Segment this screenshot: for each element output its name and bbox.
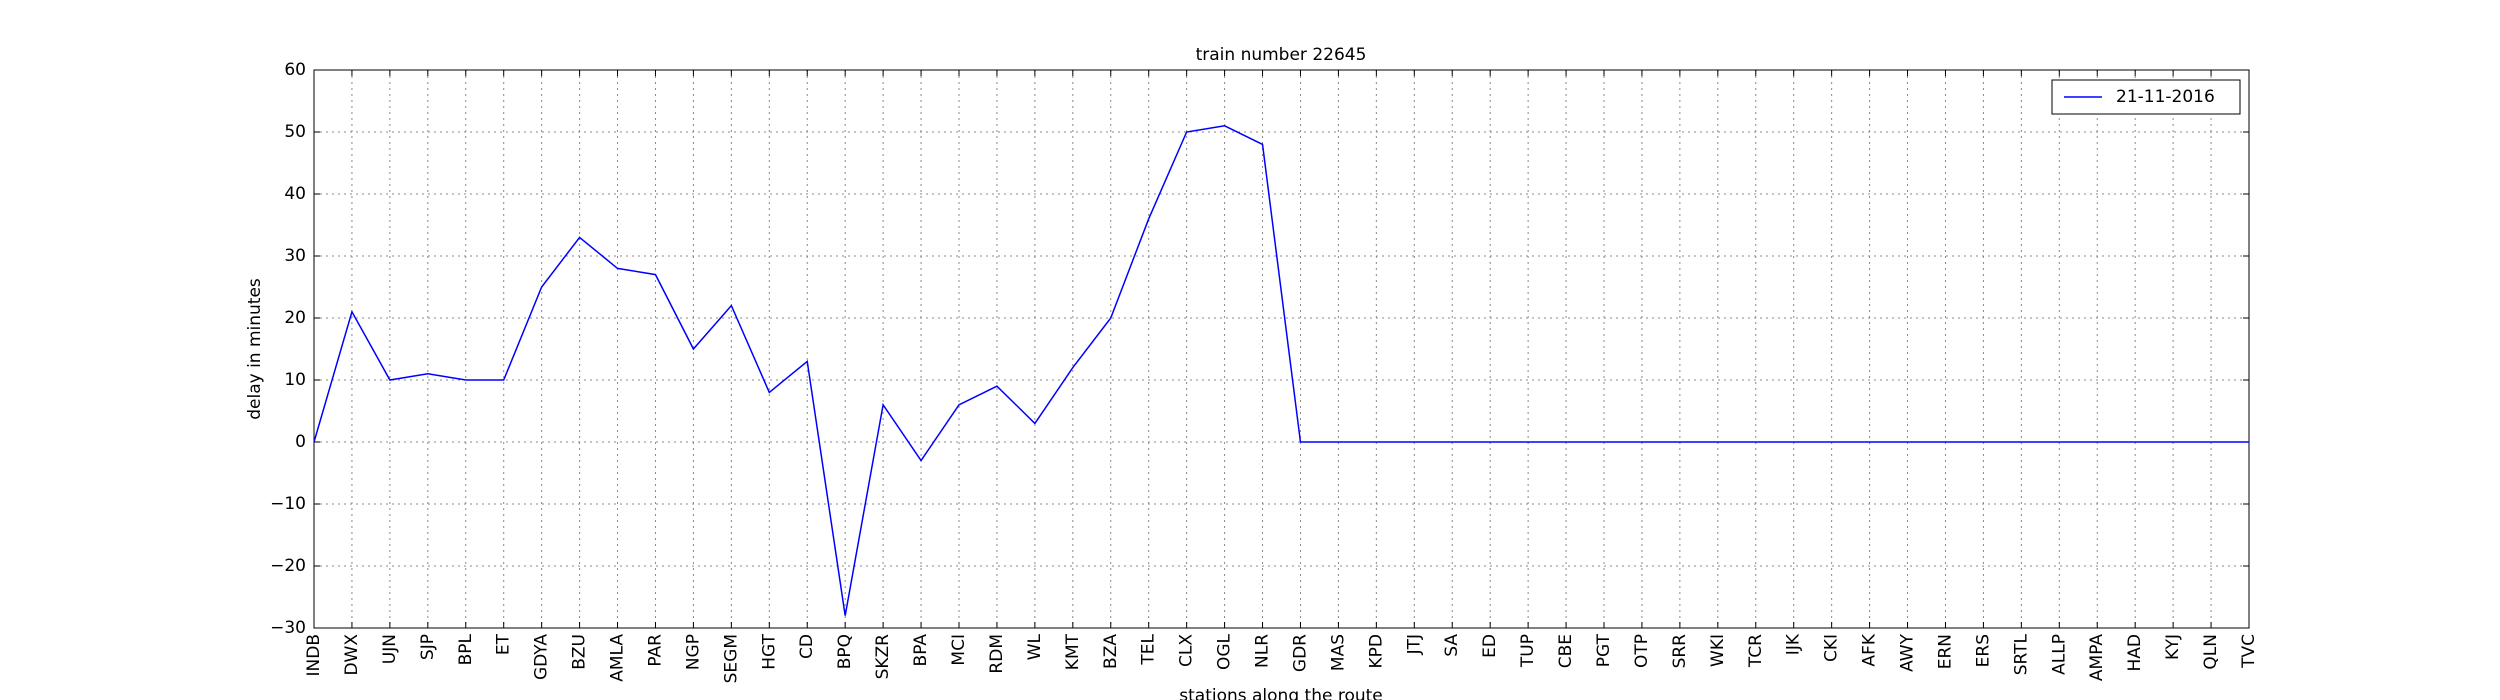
y-tick-label: 10 — [284, 370, 306, 390]
y-tick-label: 60 — [284, 60, 306, 80]
x-tick-label: TCR — [1746, 634, 1766, 668]
x-tick-label: BZA — [1101, 634, 1121, 669]
x-tick-label: CBE — [1556, 634, 1576, 668]
x-tick-label: ED — [1480, 634, 1500, 658]
y-axis-label: delay in minutes — [245, 278, 265, 420]
x-tick-label: JTJ — [1404, 634, 1424, 655]
x-tick-label: OGL — [1215, 633, 1235, 670]
x-tick-label: GDR — [1290, 634, 1310, 672]
x-tick-label: MAS — [1328, 634, 1348, 671]
x-tick-label: CKI — [1822, 634, 1842, 662]
x-tick-label: AFK — [1860, 633, 1880, 666]
data-line — [313, 125, 2249, 616]
x-tick-label: ERS — [1973, 634, 1993, 667]
y-tick-label: 40 — [284, 184, 306, 204]
x-tick-label: AWY — [1898, 633, 1918, 672]
x-tick-label: WKI — [1708, 634, 1728, 667]
x-tick-label: SRR — [1670, 634, 1690, 669]
x-tick-label: MCI — [949, 634, 969, 666]
x-tick-label: ERN — [1935, 634, 1955, 669]
x-tick-label: TVC — [2239, 634, 2259, 669]
x-tick-label: OTP — [1632, 634, 1652, 668]
x-tick-label: GDYA — [532, 634, 552, 680]
x-tick-label: UJN — [380, 634, 400, 664]
y-tick-label: −30 — [270, 618, 306, 638]
x-tick-label: CLX — [1177, 634, 1197, 667]
x-tick-label: AMLA — [608, 634, 628, 682]
x-tick-label: DWX — [342, 634, 362, 676]
x-tick-label: PAR — [645, 634, 665, 667]
x-tick-label: SJP — [418, 634, 438, 660]
y-tick-label: 0 — [295, 432, 306, 452]
x-tick-label: TUP — [1518, 634, 1538, 668]
x-tick-label: SKZR — [873, 634, 893, 680]
x-tick-label: TEL — [1139, 633, 1159, 665]
x-tick-label: RDM — [987, 634, 1007, 674]
x-tick-label: SA — [1442, 634, 1462, 657]
x-tick-label: KPD — [1366, 634, 1386, 669]
x-tick-label: AMPA — [2087, 634, 2107, 681]
x-tick-label: ET — [494, 633, 514, 655]
x-tick-label: BZU — [570, 634, 590, 670]
x-tick-label: QLN — [2201, 634, 2221, 670]
x-tick-label: BPL — [456, 633, 476, 665]
x-tick-label: HGT — [759, 633, 779, 669]
chart-title: train number 22645 — [1196, 45, 1367, 65]
x-tick-label: KMT — [1063, 633, 1083, 670]
x-tick-label: NLR — [1253, 634, 1273, 668]
x-tick-label: ALLP — [2049, 634, 2069, 675]
x-axis-label: stations along the route — [1179, 686, 1383, 700]
y-tick-label: 20 — [284, 308, 306, 328]
x-tick-label: HAD — [2125, 634, 2145, 672]
plot-frame — [313, 69, 2250, 629]
y-tick-label: 50 — [284, 122, 306, 142]
x-tick-label: SEGM — [721, 634, 741, 683]
y-tick-label: −10 — [270, 494, 306, 514]
x-tick-label: KYJ — [2163, 634, 2183, 660]
y-tick-label: 30 — [284, 246, 306, 266]
x-tick-label: BPA — [911, 634, 931, 667]
x-tick-label: SRTL — [2011, 633, 2031, 675]
x-tick-label: IJK — [1784, 633, 1804, 655]
y-tick-label: −20 — [270, 556, 306, 576]
x-tick-label: BPQ — [835, 634, 855, 669]
x-tick-label: NGP — [683, 634, 703, 670]
legend-label: 21-11-2016 — [2116, 87, 2215, 107]
x-tick-label: WL — [1025, 633, 1045, 660]
x-tick-label: PGT — [1594, 633, 1614, 667]
x-tick-label: CD — [797, 634, 817, 659]
x-tick-label: INDB — [304, 634, 324, 676]
